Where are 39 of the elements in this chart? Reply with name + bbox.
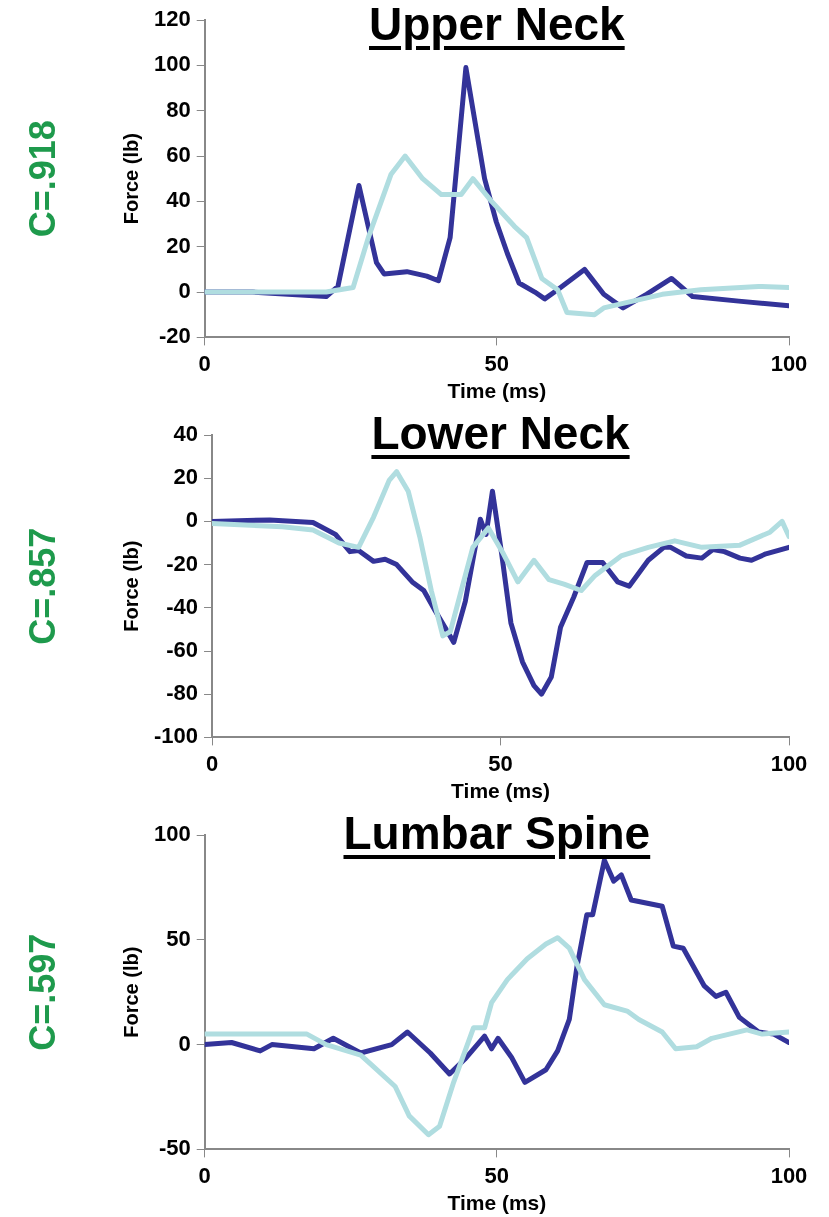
y-tick-label: 40 (166, 187, 191, 213)
y-axis-title: Force (lb) (119, 540, 142, 632)
y-axis-title: Force (lb) (119, 133, 142, 225)
y-tick-label: -80 (166, 680, 199, 706)
y-axis-title: Force (lb) (119, 946, 142, 1038)
text: C=.857 (21, 527, 63, 645)
y-tick-label: 20 (166, 232, 191, 258)
x-axis-title: Time (ms) (447, 1191, 547, 1215)
text: C=.597 (21, 933, 63, 1051)
chart-title: Lumbar Spine (343, 807, 651, 859)
y-tick-label: 0 (178, 278, 191, 304)
y-tick-label: 100 (153, 821, 191, 847)
y-tick-label: 20 (173, 464, 199, 490)
y-tick-label: -40 (166, 593, 199, 619)
x-tick-label: 50 (484, 350, 510, 376)
chart-title: Lower Neck (371, 407, 630, 459)
y-tick-label: -20 (158, 323, 191, 349)
x-axis-title: Time (ms) (447, 379, 547, 403)
y-tick-label: 50 (166, 925, 191, 951)
y-tick-label: -50 (158, 1135, 191, 1161)
y-tick-label: 60 (166, 142, 191, 168)
y-tick-label: 0 (185, 507, 199, 533)
x-tick-label: 100 (770, 350, 808, 376)
y-tick-label: 0 (178, 1030, 191, 1056)
text: C=.918 (21, 120, 63, 238)
y-tick-label: -100 (153, 723, 199, 749)
x-tick-label: 100 (770, 1162, 808, 1188)
y-tick-label: 40 (173, 421, 199, 447)
y-tick-label: 120 (153, 6, 191, 32)
x-tick-label: 50 (484, 1162, 510, 1188)
x-tick-label: 100 (770, 750, 808, 776)
y-tick-label: 80 (166, 96, 191, 122)
y-tick-label: -60 (166, 637, 199, 663)
chart-title: Upper Neck (369, 0, 625, 50)
y-tick-label: -20 (166, 550, 199, 576)
x-tick-label: 50 (488, 750, 513, 776)
x-axis-title: Time (ms) (451, 779, 550, 803)
y-tick-label: 100 (153, 51, 191, 77)
x-tick-label: 0 (205, 750, 219, 776)
